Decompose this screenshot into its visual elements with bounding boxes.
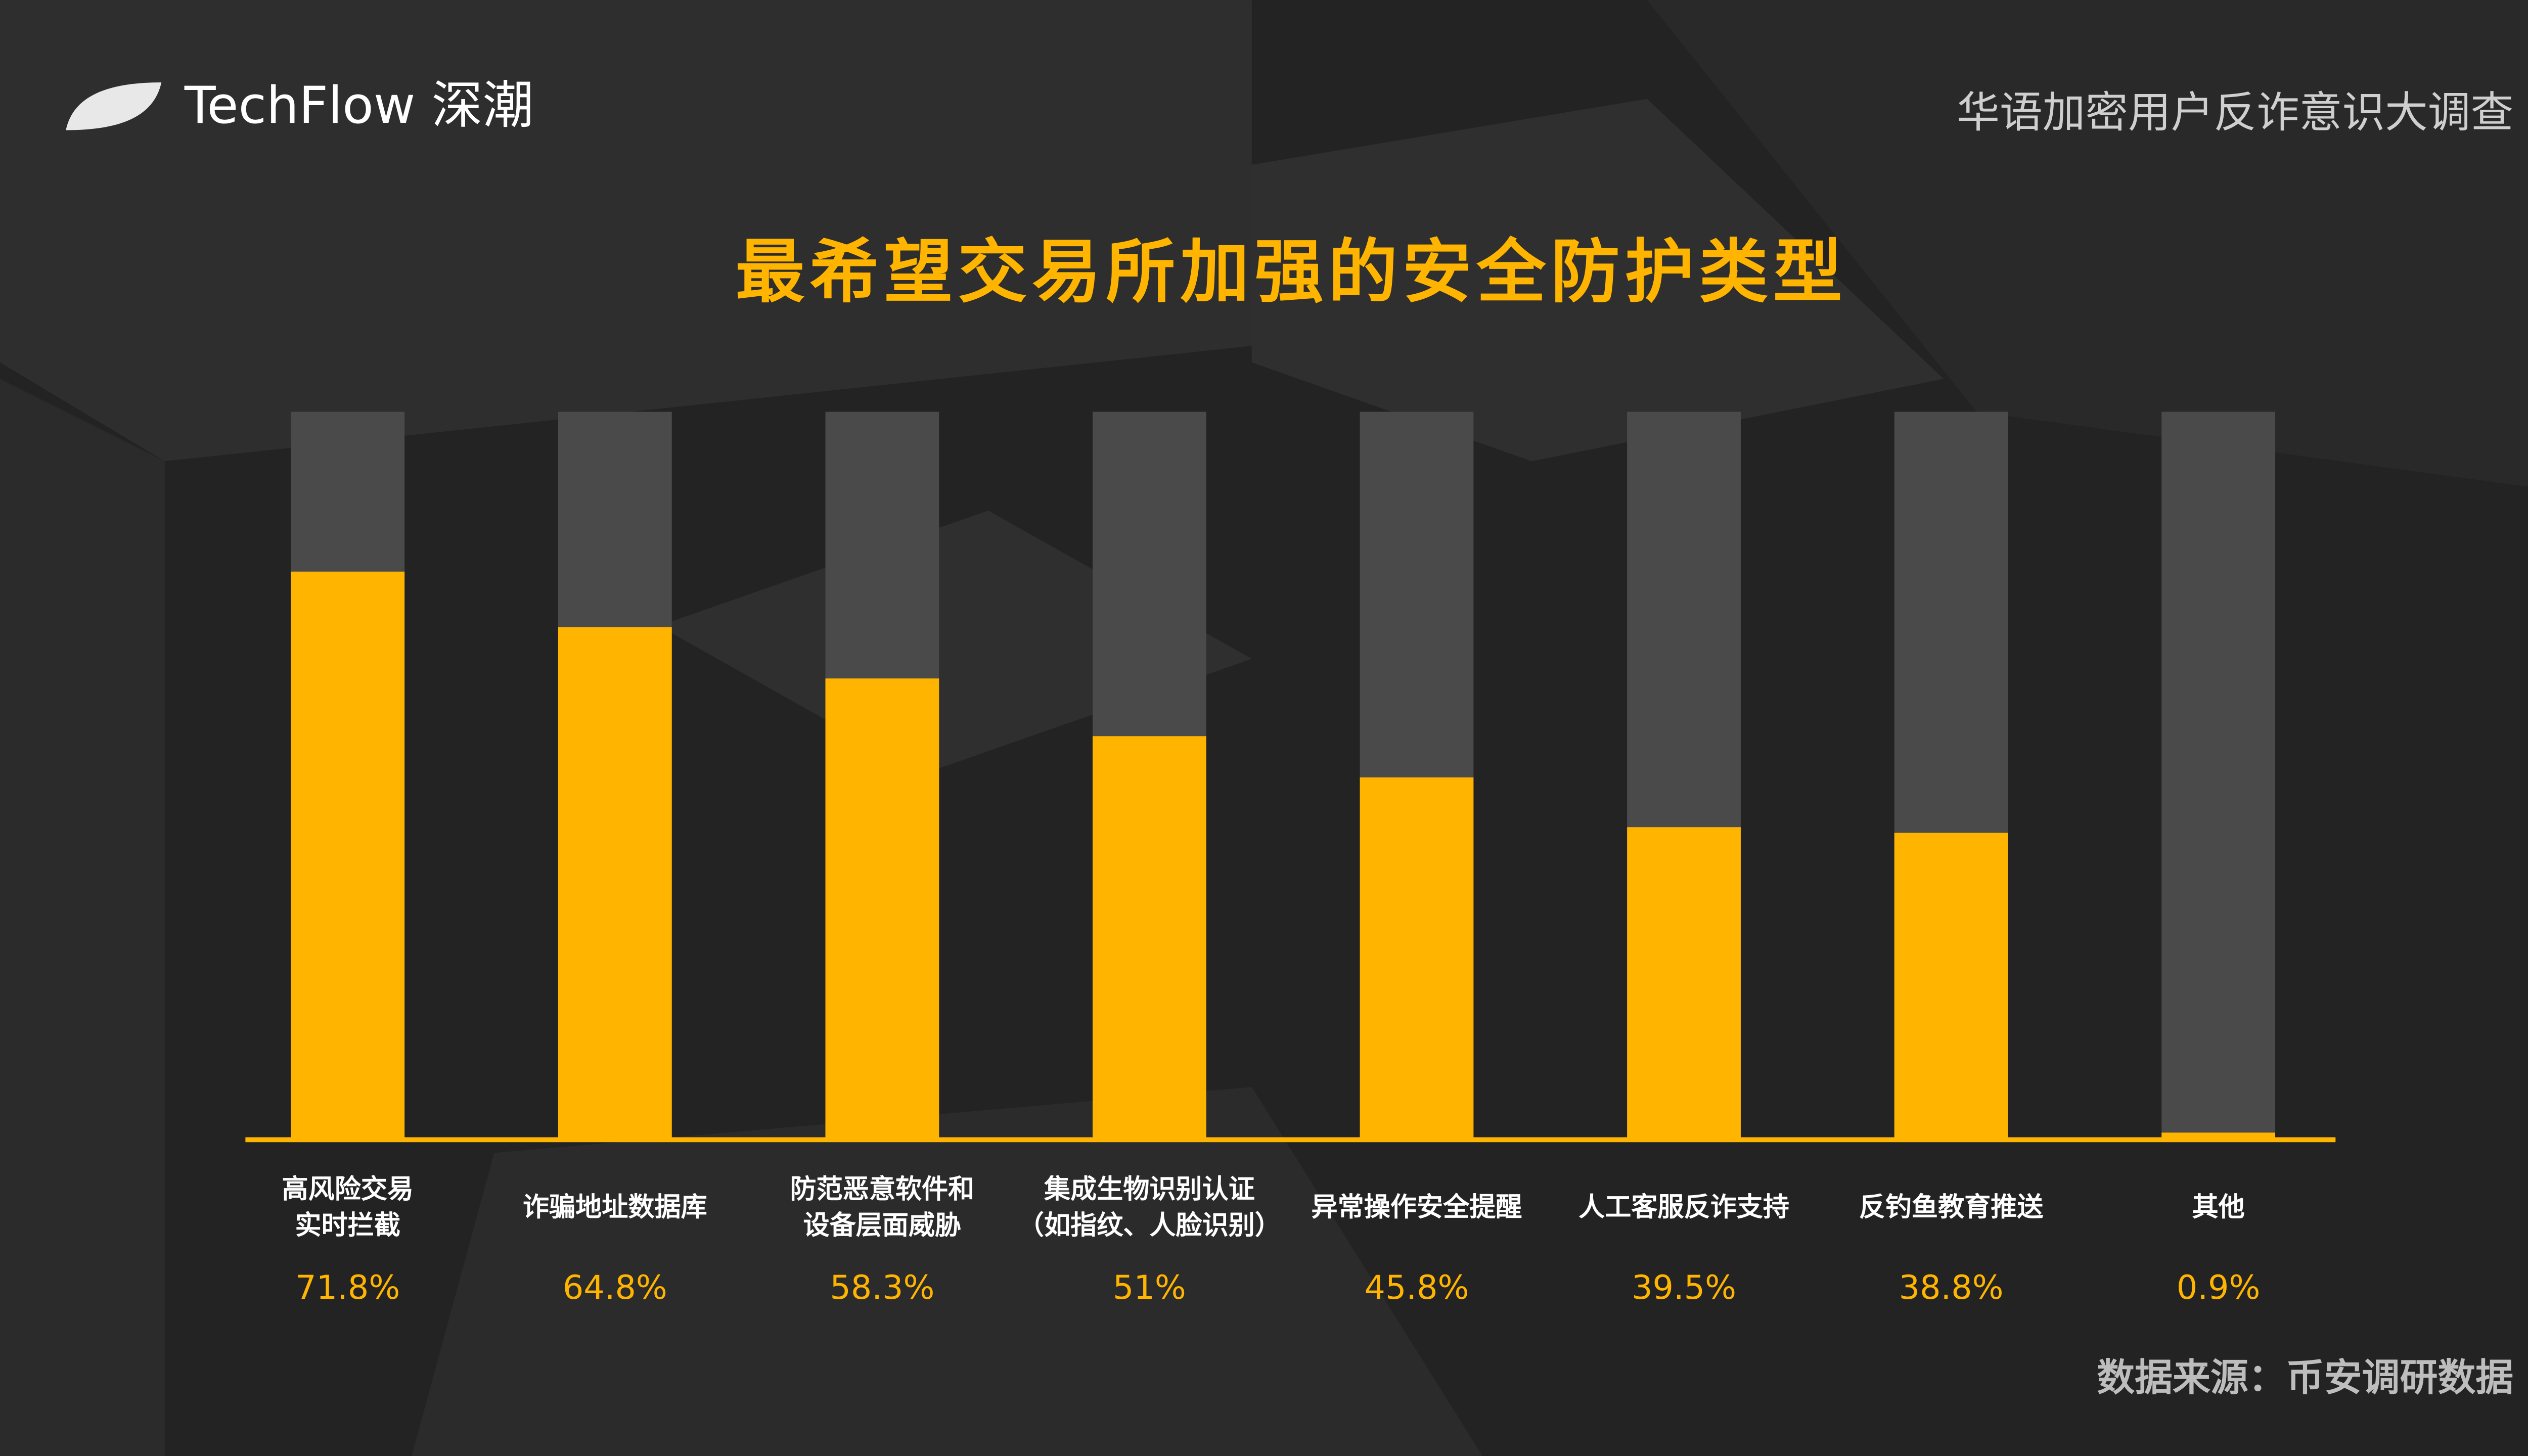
bar: [291, 571, 405, 1140]
brand: TechFlow 深潮: [184, 75, 534, 135]
x-tick-label: 诈骗地址数据库: [523, 1192, 707, 1222]
x-tick-label: 反钓鱼教育推送: [1859, 1192, 2044, 1222]
x-tick-label: 人工客服反诈支持: [1578, 1192, 1789, 1222]
chart-title: 最希望交易所加强的安全防护类型: [736, 232, 1847, 312]
value-label: 58.3%: [830, 1269, 934, 1307]
x-tick-label: 防范恶意软件和: [790, 1174, 974, 1204]
x-tick-label: 设备层面威胁: [803, 1210, 962, 1241]
value-label: 45.8%: [1365, 1269, 1469, 1307]
bar: [1360, 777, 1474, 1140]
x-tick-label: 其他: [2192, 1192, 2245, 1222]
bar-track: [2161, 412, 2276, 1140]
value-label: 64.8%: [563, 1269, 667, 1307]
value-label: 39.5%: [1632, 1269, 1736, 1307]
logo-icon: [66, 82, 162, 130]
x-tick-label: 实时拦截: [295, 1210, 400, 1241]
value-label: 38.8%: [1899, 1269, 2004, 1307]
bar: [1093, 736, 1206, 1140]
bar: [558, 627, 672, 1140]
source: 数据来源：币安调研数据: [2097, 1355, 2513, 1400]
subtitle: 华语加密用户反诈意识大调查: [1957, 87, 2513, 138]
x-tick-label: 异常操作安全提醒: [1312, 1192, 1522, 1222]
bar: [1894, 833, 2008, 1140]
x-tick-label: 高风险交易: [282, 1174, 414, 1204]
value-label: 0.9%: [2177, 1269, 2261, 1307]
x-tick-label: （如指纹、人脸识别）: [1018, 1210, 1281, 1241]
x-tick-label: 集成生物识别认证: [1044, 1174, 1255, 1204]
bar: [825, 678, 939, 1140]
value-label: 71.8%: [295, 1269, 400, 1307]
value-label: 51%: [1113, 1269, 1186, 1307]
bar: [1627, 827, 1741, 1140]
